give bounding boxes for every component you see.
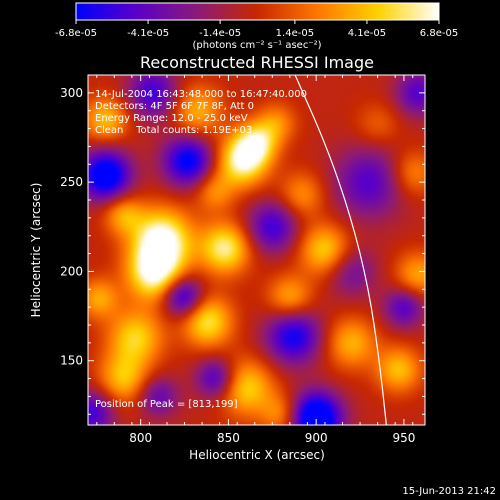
colorbar-tick-label: 6.8e-05 [420, 28, 458, 39]
colorbar-tick-label: -4.1e-05 [127, 28, 169, 39]
x-tick-label: 850 [217, 431, 240, 445]
annotation-peak: Position of Peak = [813,199] [95, 399, 238, 410]
colorbar-gradient [75, 2, 440, 21]
solar-limb-line [294, 75, 387, 425]
annotations: 14-Jul-2004 16:43:48.000 to 16:47:40.000… [95, 89, 307, 410]
colorbar-tick-label: -6.8e-05 [55, 28, 97, 39]
heatmap-image [88, 75, 425, 425]
colorbar-units: (photons cm⁻² s⁻¹ asec⁻²) [192, 40, 321, 51]
x-axis-ticks: 800 850 900 950 [96, 75, 415, 445]
annotation-detectors: Detectors: 4F 5F 6F 7F 8F, Att 0 [95, 101, 254, 112]
y-axis-label: Heliocentric Y (arcsec) [29, 183, 43, 318]
x-tick-label: 950 [392, 431, 415, 445]
colorbar-tick-label: -1.4e-05 [199, 28, 241, 39]
x-tick-label: 800 [129, 431, 152, 445]
chart-title: Reconstructed RHESSI Image [140, 53, 374, 72]
annotation-time-range: 14-Jul-2004 16:43:48.000 to 16:47:40.000 [95, 89, 307, 100]
x-axis-label: Heliocentric X (arcsec) [189, 448, 325, 462]
plot-frame [87, 74, 426, 426]
y-tick-label: 250 [60, 175, 83, 189]
x-tick-label: 900 [305, 431, 328, 445]
y-tick-label: 300 [60, 86, 83, 100]
annotation-energy-range: Energy Range: 12.0 - 25.0 keV [95, 113, 248, 124]
y-tick-label: 200 [60, 264, 83, 278]
colorbar-tick-label: 4.1e-05 [348, 28, 386, 39]
annotation-clean: Clean Total counts: 1.19E+03 [95, 125, 252, 136]
footer-timestamp: 15-Jun-2013 21:42 [402, 486, 496, 497]
y-axis-ticks: 150 200 250 300 [60, 74, 425, 415]
y-tick-label: 150 [60, 354, 83, 368]
colorbar-tick-label: 1.4e-05 [276, 28, 314, 39]
colorbar: -6.8e-05 -4.1e-05 -1.4e-05 1.4e-05 4.1e-05 6.… [55, 2, 458, 51]
colorbar-ticks: -6.8e-05 -4.1e-05 -1.4e-05 1.4e-05 4.1e-05 6.… [55, 20, 458, 39]
plot-area: 800 850 900 950 150 200 250 300 [60, 74, 426, 445]
